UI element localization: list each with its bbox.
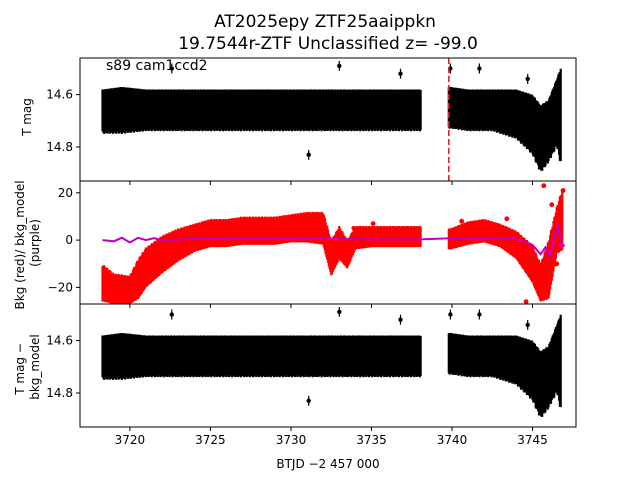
magnitude-point bbox=[525, 322, 530, 328]
magnitude-point bbox=[306, 152, 311, 157]
x-tick-label: 3745 bbox=[517, 433, 548, 447]
x-tick-label: 3725 bbox=[195, 433, 226, 447]
x-axis-label: BTJD −2 457 000 bbox=[276, 457, 379, 471]
panel-t-mag: 14.6 14.8 bbox=[46, 57, 577, 185]
y-tick-label: 14.8 bbox=[46, 140, 73, 154]
x-tick-label: 3735 bbox=[356, 433, 387, 447]
y-tick-label: 14.8 bbox=[46, 386, 73, 400]
x-tick-label: 3730 bbox=[276, 433, 307, 447]
bkg-outlier-point bbox=[523, 299, 529, 304]
panel-3-y-axis-label-line-2: bkg_model bbox=[28, 334, 42, 400]
magnitude-point bbox=[448, 312, 453, 317]
bkg-outlier-point bbox=[560, 188, 566, 193]
panel-2-y-axis-label-line-1: Bkg (red)/ bkg_model bbox=[13, 180, 27, 309]
bkg-outlier-point bbox=[541, 183, 547, 189]
panel-background: 20 0 −20 bbox=[48, 180, 577, 308]
magnitude-point bbox=[169, 66, 174, 71]
panel-3-y-axis-label-line-1: T mag − bbox=[13, 343, 27, 396]
bkg-outlier-point bbox=[370, 221, 376, 227]
chart-subtitle: 19.7544r-ZTF Unclassified z= -99.0 bbox=[178, 34, 478, 54]
chart-title: AT2025epy ZTF25aaippkn bbox=[214, 12, 436, 32]
panel-t-mag-minus-bkg: 14.6 14.8 3720 3725 3730 3735 3740 3745 bbox=[46, 303, 577, 447]
x-tick-label: 3740 bbox=[437, 433, 468, 447]
magnitude-point bbox=[169, 312, 174, 317]
magnitude-point bbox=[477, 66, 482, 71]
sector-camera-annotation: s89 cam1ccd2 bbox=[106, 58, 208, 74]
bkg-outlier-point bbox=[459, 218, 465, 224]
magnitude-point bbox=[398, 317, 403, 322]
x-tick-label: 3720 bbox=[115, 433, 146, 447]
bkg-outlier-point bbox=[504, 216, 510, 222]
y-tick-label: 20 bbox=[58, 186, 73, 200]
bkg-outlier-point bbox=[549, 202, 555, 208]
panel-2-y-axis-label: Bkg (red)/ bkg_model (purple) bbox=[13, 177, 42, 310]
panel-2-y-axis-label-line-2: (purple) bbox=[28, 219, 42, 267]
magnitude-point bbox=[337, 309, 342, 315]
y-tick-label: −20 bbox=[48, 280, 73, 294]
y-tick-label: 0 bbox=[65, 233, 73, 247]
panel-3-y-axis-label: T mag − bkg_model bbox=[13, 334, 42, 400]
y-tick-label: 14.6 bbox=[46, 88, 73, 102]
panel-frame bbox=[79, 303, 577, 428]
y-tick-label: 14.6 bbox=[46, 334, 73, 348]
magnitude-point bbox=[525, 76, 530, 82]
panel-1-y-axis-label: T mag bbox=[20, 98, 34, 137]
bkg-outlier-point bbox=[554, 261, 560, 267]
magnitude-point bbox=[337, 63, 342, 69]
magnitude-point bbox=[477, 312, 482, 317]
magnitude-point bbox=[398, 71, 403, 76]
bkg-model-line bbox=[102, 222, 566, 260]
bkg-outlier-point bbox=[351, 225, 357, 231]
magnitude-point bbox=[306, 398, 311, 403]
